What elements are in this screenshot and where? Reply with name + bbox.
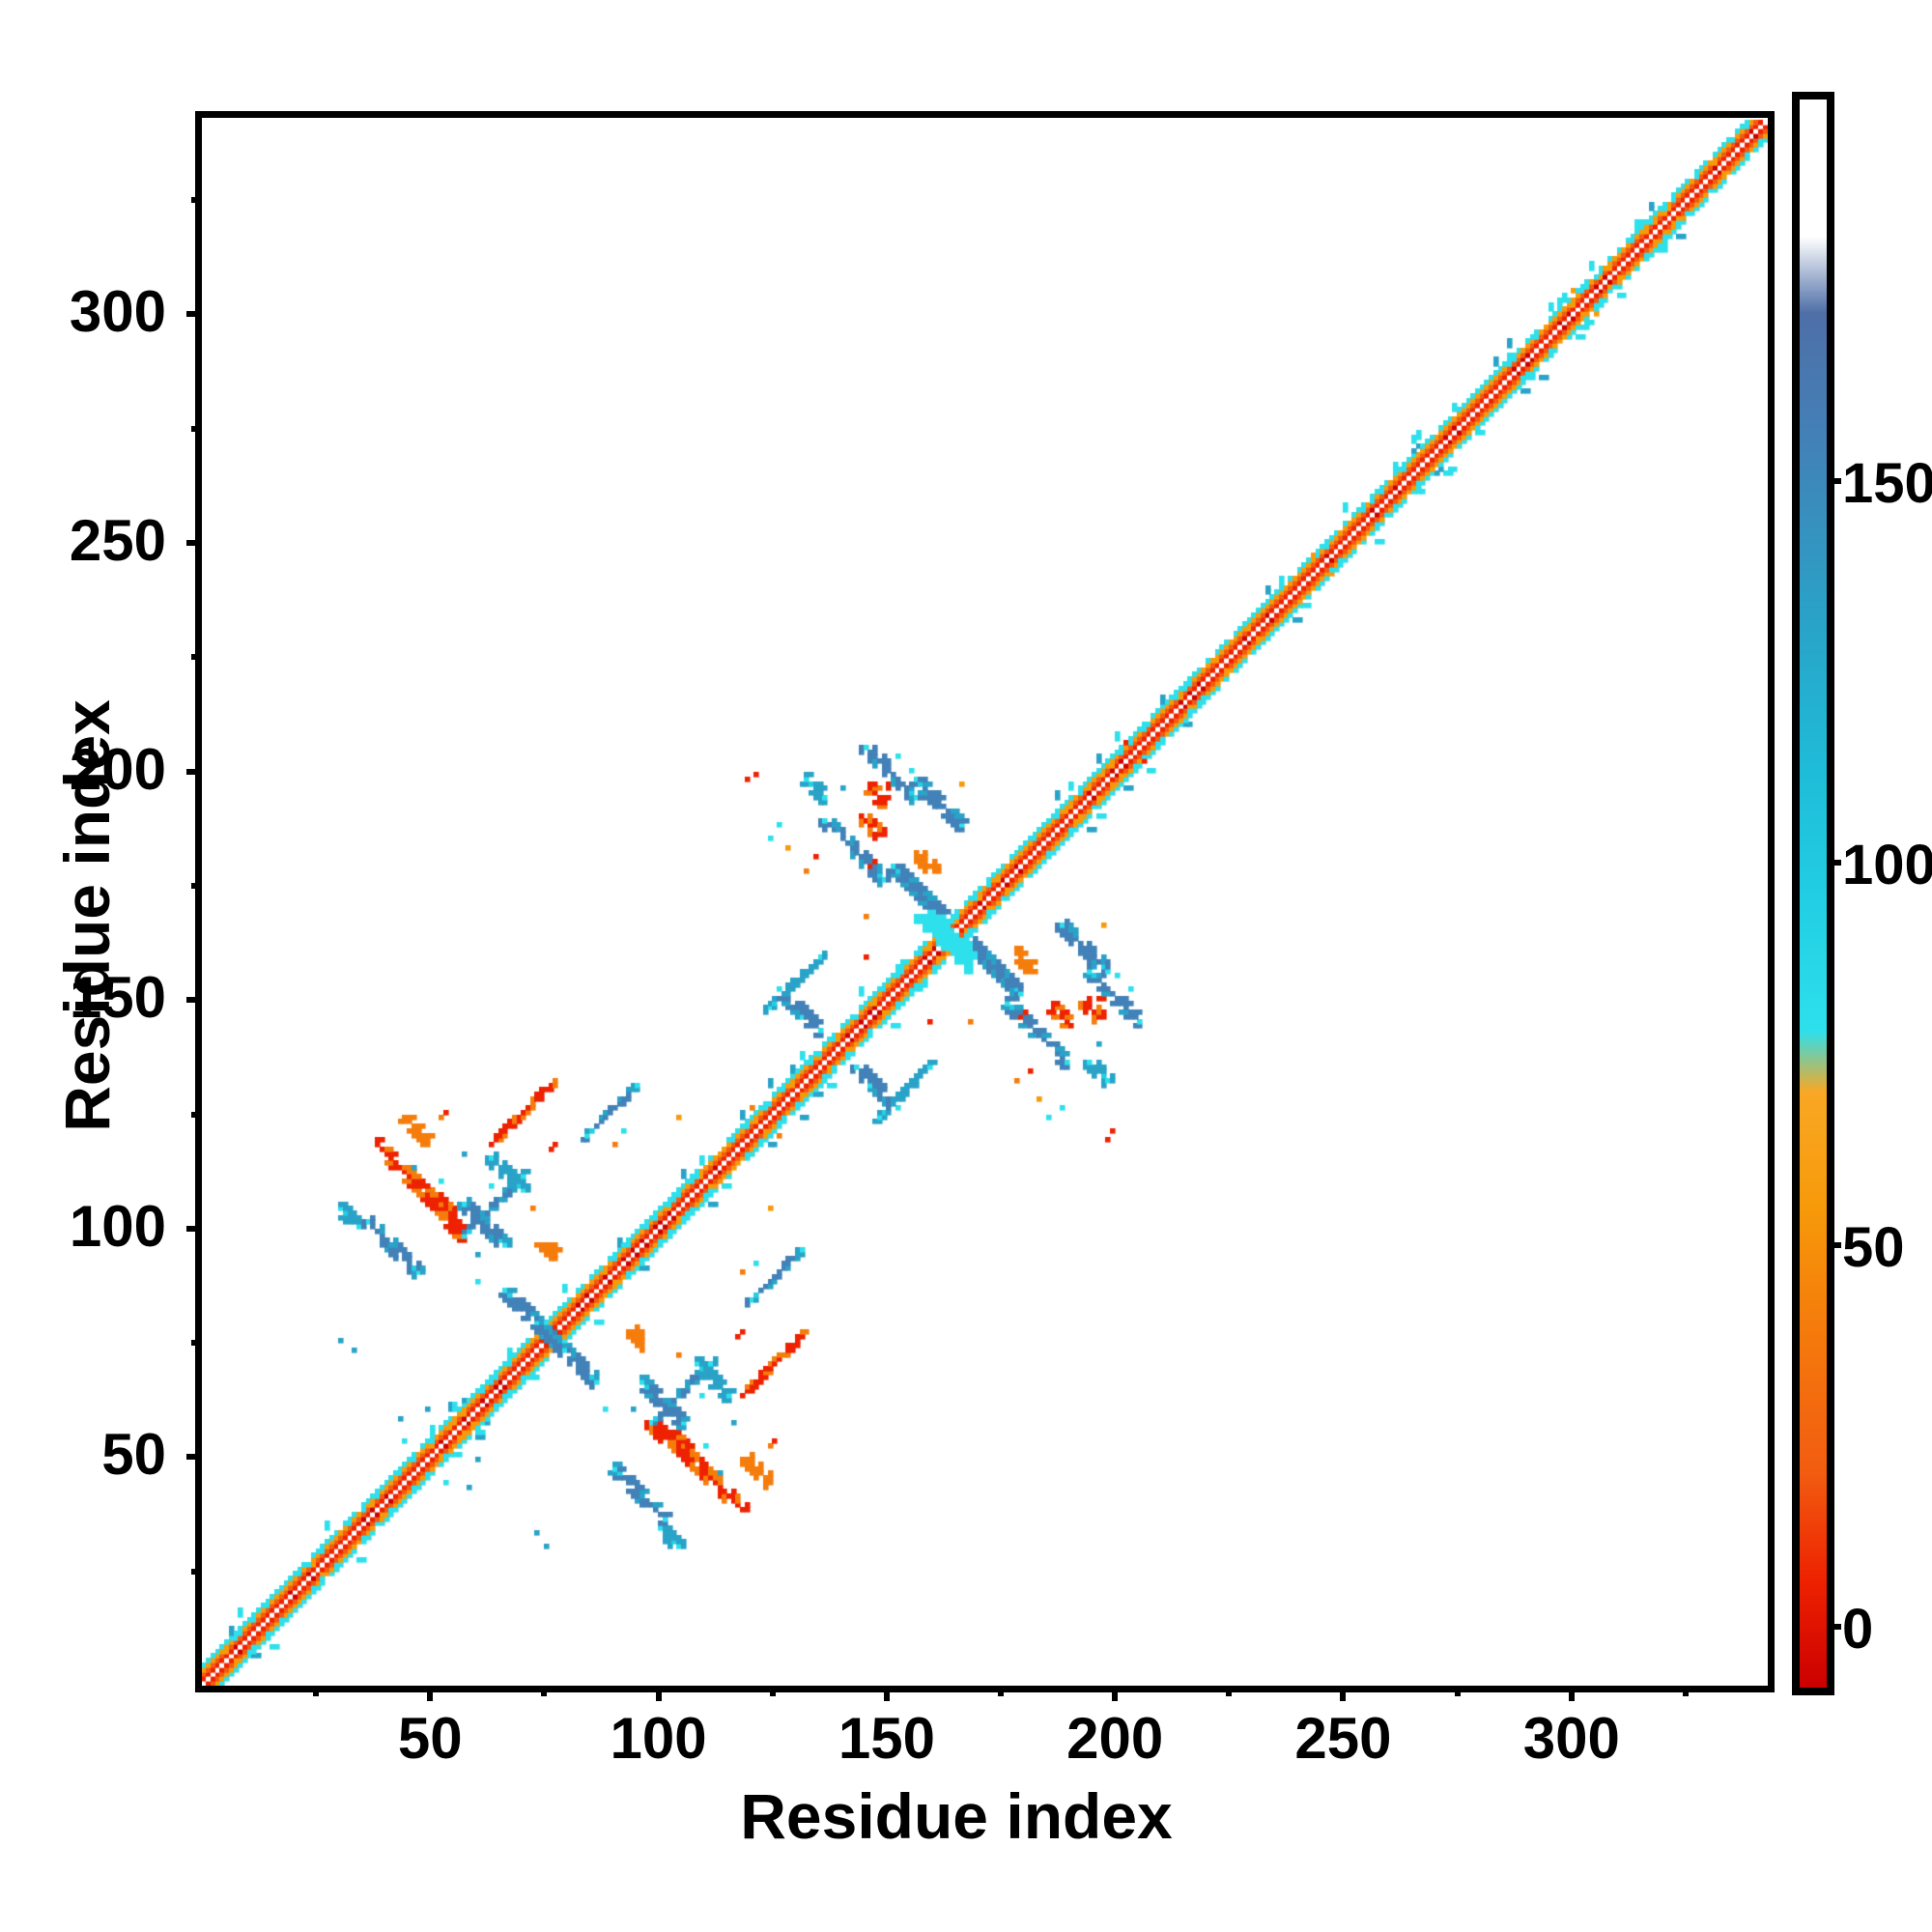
x-minor-tick-225 xyxy=(1226,1686,1233,1696)
y-tick-300 xyxy=(186,311,202,318)
colorbar-tick-100 xyxy=(1829,860,1841,867)
x-minor-tick-325 xyxy=(1682,1686,1689,1696)
y-axis-title: Residue index xyxy=(51,699,123,1132)
x-tick-label-300: 300 xyxy=(1522,1706,1620,1771)
x-tick-label-250: 250 xyxy=(1294,1706,1392,1771)
y-tick-200 xyxy=(186,768,202,775)
x-tick-50 xyxy=(427,1686,434,1701)
y-minor-tick-175 xyxy=(191,882,202,889)
y-minor-tick-325 xyxy=(191,197,202,204)
colorbar xyxy=(1792,92,1834,1695)
colorbar-tick-0 xyxy=(1829,1623,1841,1630)
x-tick-label-150: 150 xyxy=(838,1706,935,1771)
colorbar-canvas xyxy=(1800,99,1827,1688)
x-tick-100 xyxy=(655,1686,662,1701)
y-tick-label-300: 300 xyxy=(69,279,166,345)
y-minor-tick-125 xyxy=(191,1111,202,1118)
y-tick-label-50: 50 xyxy=(101,1422,166,1488)
x-minor-tick-175 xyxy=(998,1686,1005,1696)
x-tick-300 xyxy=(1568,1686,1575,1701)
colorbar-tick-50 xyxy=(1829,1241,1841,1248)
x-tick-label-200: 200 xyxy=(1066,1706,1164,1771)
x-minor-tick-125 xyxy=(769,1686,776,1696)
x-minor-tick-275 xyxy=(1454,1686,1461,1696)
x-axis-title: Residue index xyxy=(740,1780,1173,1852)
contact-map-canvas xyxy=(202,118,1768,1686)
x-minor-tick-75 xyxy=(541,1686,548,1696)
y-tick-label-150: 150 xyxy=(69,965,166,1031)
y-minor-tick-75 xyxy=(191,1340,202,1347)
y-minor-tick-225 xyxy=(191,654,202,661)
x-tick-label-50: 50 xyxy=(397,1706,463,1771)
contact-map-plot-area xyxy=(195,111,1775,1692)
y-tick-100 xyxy=(186,1225,202,1232)
y-tick-250 xyxy=(186,540,202,547)
y-tick-label-200: 200 xyxy=(69,736,166,802)
y-minor-tick-275 xyxy=(191,425,202,432)
colorbar-tick-label-0: 0 xyxy=(1842,1597,1874,1661)
colorbar-gradient xyxy=(1792,92,1834,1695)
y-tick-150 xyxy=(186,997,202,1004)
y-tick-50 xyxy=(186,1454,202,1461)
x-tick-200 xyxy=(1112,1686,1119,1701)
y-minor-tick-25 xyxy=(191,1568,202,1575)
colorbar-tick-150 xyxy=(1829,478,1841,485)
x-minor-tick-25 xyxy=(313,1686,320,1696)
colorbar-tick-label-50: 50 xyxy=(1842,1215,1905,1279)
colorbar-tick-label-150: 150 xyxy=(1842,452,1932,516)
x-tick-250 xyxy=(1340,1686,1347,1701)
y-tick-label-250: 250 xyxy=(69,508,166,574)
colorbar-tick-label-100: 100 xyxy=(1842,834,1932,897)
x-tick-150 xyxy=(883,1686,890,1701)
y-tick-label-100: 100 xyxy=(69,1193,166,1259)
x-tick-label-100: 100 xyxy=(610,1706,707,1771)
